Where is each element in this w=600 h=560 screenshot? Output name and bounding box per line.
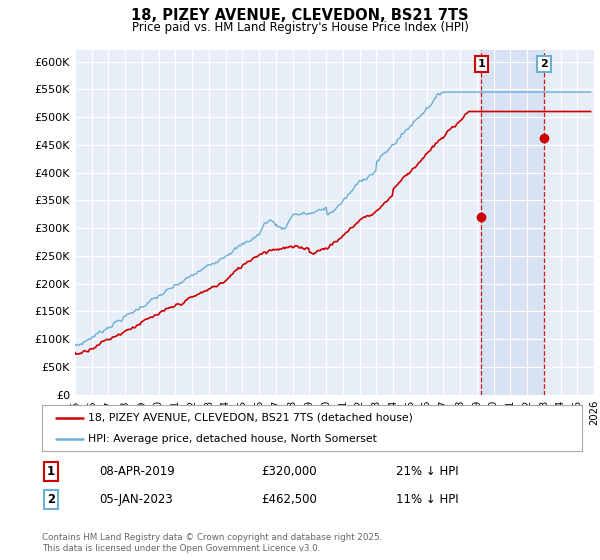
Text: 11% ↓ HPI: 11% ↓ HPI xyxy=(396,493,458,506)
Text: 18, PIZEY AVENUE, CLEVEDON, BS21 7TS: 18, PIZEY AVENUE, CLEVEDON, BS21 7TS xyxy=(131,8,469,24)
Text: 1: 1 xyxy=(478,59,485,69)
Text: 08-APR-2019: 08-APR-2019 xyxy=(99,465,175,478)
Bar xyxy=(481,50,544,395)
Text: 18, PIZEY AVENUE, CLEVEDON, BS21 7TS (detached house): 18, PIZEY AVENUE, CLEVEDON, BS21 7TS (de… xyxy=(88,413,413,423)
Text: Contains HM Land Registry data © Crown copyright and database right 2025.
This d: Contains HM Land Registry data © Crown c… xyxy=(42,533,382,553)
Text: Price paid vs. HM Land Registry's House Price Index (HPI): Price paid vs. HM Land Registry's House … xyxy=(131,21,469,34)
Text: 21% ↓ HPI: 21% ↓ HPI xyxy=(396,465,458,478)
Text: 2: 2 xyxy=(540,59,548,69)
Text: 05-JAN-2023: 05-JAN-2023 xyxy=(99,493,173,506)
Text: 1: 1 xyxy=(47,465,55,478)
Text: 2: 2 xyxy=(47,493,55,506)
Text: £462,500: £462,500 xyxy=(261,493,317,506)
Text: HPI: Average price, detached house, North Somerset: HPI: Average price, detached house, Nort… xyxy=(88,435,377,444)
Text: £320,000: £320,000 xyxy=(261,465,317,478)
